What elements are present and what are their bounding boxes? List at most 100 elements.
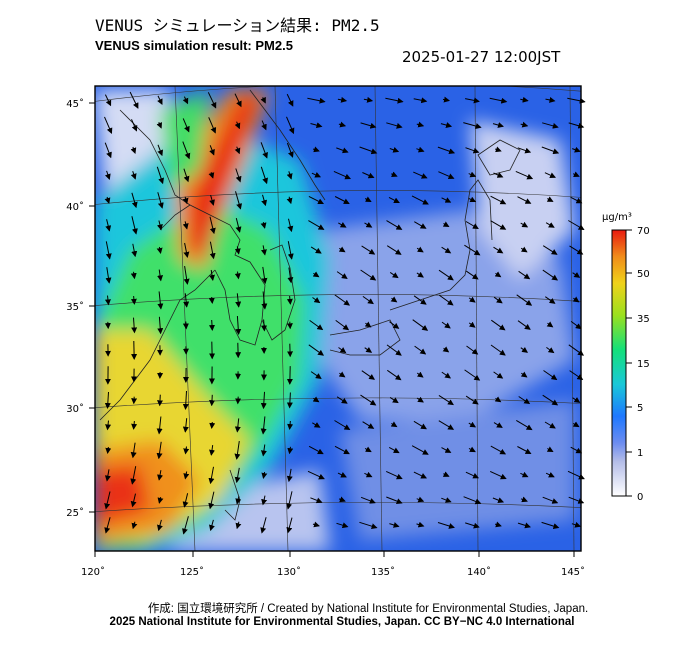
wind-arrow (157, 144, 164, 157)
wind-arrow (131, 421, 138, 430)
wind-arrow (235, 191, 243, 210)
wind-arrow (104, 469, 111, 482)
wind-arrow (518, 396, 531, 405)
wind-arrow (364, 471, 373, 478)
wind-arrow (437, 146, 456, 155)
wind-arrow (360, 269, 377, 281)
concentration-field (95, 86, 581, 551)
wind-arrow (156, 246, 163, 254)
wind-arrow (360, 394, 377, 406)
wind-arrow (389, 321, 400, 329)
wind-arrow (542, 269, 559, 281)
wind-arrow (286, 116, 295, 135)
wind-arrow (286, 517, 293, 534)
wind-arrow (362, 172, 375, 179)
wind-arrow (468, 421, 477, 428)
wind-arrow (234, 467, 241, 484)
wind-arrow (442, 471, 450, 477)
wind-arrow (468, 446, 476, 453)
wind-arrow (209, 145, 215, 156)
wind-arrow (463, 496, 482, 505)
wind-arrow (546, 196, 554, 202)
wind-arrow (520, 371, 528, 378)
wind-arrow (442, 346, 450, 353)
wind-arrow (156, 416, 163, 435)
wind-arrow (260, 142, 268, 159)
wind-arrow (183, 168, 190, 183)
wind-arrow (235, 217, 242, 233)
wind-arrow (386, 496, 403, 504)
wind-arrow (209, 216, 216, 235)
wind-arrow (465, 395, 479, 405)
wind-arrow (520, 471, 529, 478)
wind-arrow (572, 146, 581, 153)
wind-arrow (338, 121, 347, 128)
wind-arrow (465, 522, 480, 529)
wind-arrow (157, 316, 164, 335)
wind-arrow (493, 246, 504, 254)
wind-arrow (336, 522, 349, 529)
wind-arrow (310, 246, 322, 254)
wind-arrow (235, 496, 242, 505)
wind-arrow (416, 246, 424, 253)
wind-arrow (442, 96, 450, 103)
wind-arrow (413, 171, 428, 179)
wind-arrow (336, 147, 349, 154)
wind-arrow (441, 497, 452, 503)
wind-arrow (493, 371, 504, 379)
wind-arrow (364, 321, 372, 328)
wind-arrow (337, 472, 347, 478)
wind-arrow (463, 122, 482, 129)
wind-arrow (494, 271, 502, 278)
title-english: VENUS simulation result: PM2.5 (95, 38, 293, 53)
wind-arrow (441, 197, 452, 203)
wind-arrow (441, 447, 452, 453)
wind-arrow (441, 371, 452, 379)
wind-arrow (312, 422, 321, 428)
wind-arrow (131, 243, 138, 258)
wind-arrow (387, 369, 402, 381)
wind-arrow (182, 418, 189, 433)
wind-arrow (490, 445, 507, 455)
wind-arrow (492, 122, 504, 128)
wind-arrow (466, 345, 479, 355)
wind-arrow (545, 471, 555, 478)
wind-arrow (542, 122, 559, 129)
wind-arrow (209, 421, 216, 429)
lon-label-145: 145˚ (561, 566, 585, 578)
wind-arrow (338, 222, 347, 228)
wind-arrow (207, 92, 217, 109)
wind-arrow (308, 195, 324, 205)
colorbar-level-1: 1 (637, 448, 643, 459)
wind-arrow (570, 196, 583, 204)
wind-arrow (260, 221, 267, 229)
wind-arrow (309, 319, 324, 331)
wind-arrow (438, 394, 454, 406)
wind-arrow (570, 446, 583, 454)
wind-arrow (412, 319, 429, 331)
wind-arrow (183, 242, 190, 258)
tick-marks (89, 102, 575, 557)
wind-arrow (130, 442, 137, 459)
wind-arrow (338, 496, 346, 503)
wind-arrow (235, 521, 242, 530)
wind-arrow (182, 390, 189, 410)
wind-arrow (286, 142, 294, 158)
wind-arrow (183, 266, 190, 285)
wind-arrow (182, 493, 189, 508)
wind-arrow (545, 96, 556, 103)
wind-arrow (157, 496, 164, 504)
wind-arrow (364, 346, 373, 353)
wind-arrow (442, 221, 450, 227)
wind-arrow (334, 196, 350, 204)
wind-arrow (390, 296, 398, 303)
wind-arrow (520, 496, 528, 503)
wind-arrow (413, 97, 428, 104)
wind-arrow (183, 471, 190, 480)
wind-arrow (520, 121, 529, 128)
wind-arrow (520, 346, 529, 353)
wind-arrow (334, 294, 351, 306)
wind-arrow (287, 420, 294, 430)
wind-arrow (391, 171, 398, 177)
lon-label-140: 140˚ (467, 566, 491, 578)
